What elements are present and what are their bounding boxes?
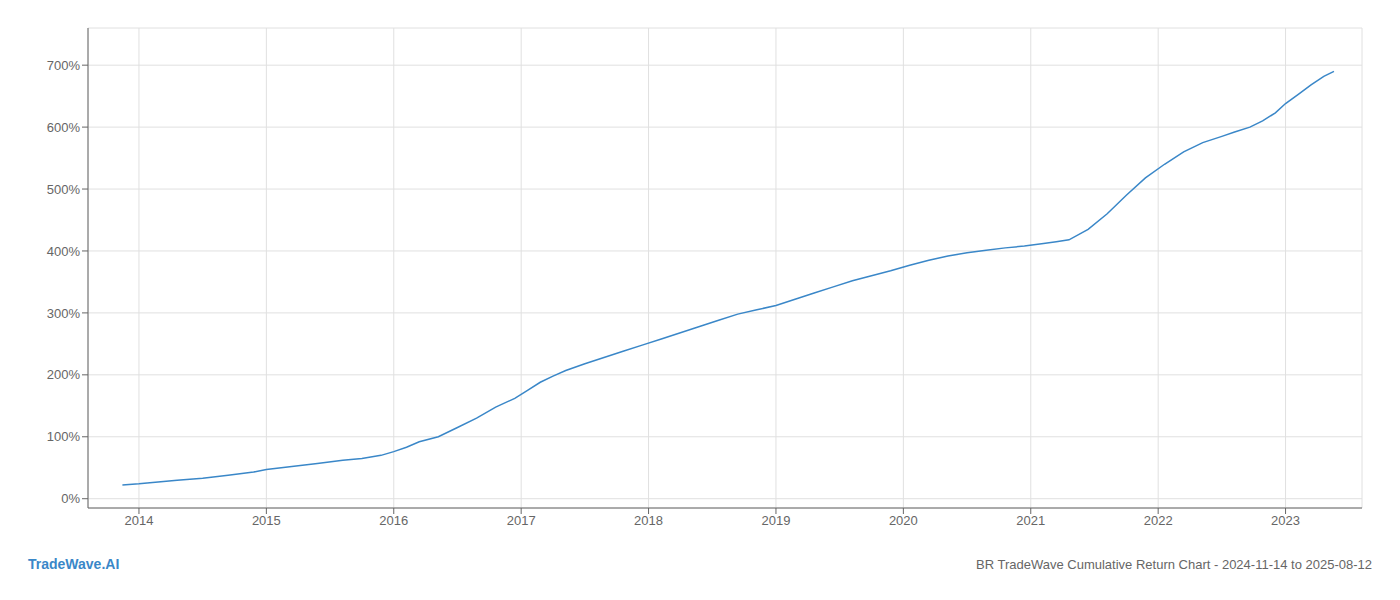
svg-text:700%: 700% (47, 58, 81, 73)
svg-text:2016: 2016 (379, 513, 408, 528)
svg-text:500%: 500% (47, 182, 81, 197)
svg-text:300%: 300% (47, 306, 81, 321)
svg-text:2019: 2019 (761, 513, 790, 528)
svg-text:200%: 200% (47, 367, 81, 382)
svg-text:2020: 2020 (889, 513, 918, 528)
svg-text:0%: 0% (61, 491, 80, 506)
html-text:TradeWave.AI: TradeWave.AI (28, 556, 120, 572)
svg-text:2014: 2014 (124, 513, 153, 528)
svg-text:400%: 400% (47, 244, 81, 259)
svg-text:2015: 2015 (252, 513, 281, 528)
svg-text:100%: 100% (47, 429, 81, 444)
html-text:BR TradeWave Cumulative Return: BR TradeWave Cumulative Return Chart - 2… (976, 556, 1372, 572)
svg-text:2017: 2017 (507, 513, 536, 528)
svg-text:2023: 2023 (1271, 513, 1300, 528)
svg-text:2022: 2022 (1144, 513, 1173, 528)
svg-text:600%: 600% (47, 120, 81, 135)
svg-text:2018: 2018 (634, 513, 663, 528)
svg-text:2021: 2021 (1016, 513, 1045, 528)
